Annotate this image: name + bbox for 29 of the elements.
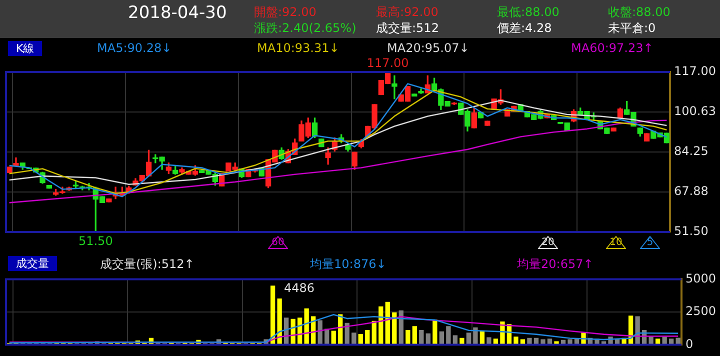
text: MA10:93.31↓ — [257, 41, 340, 56]
text: 價差:4.28 — [497, 21, 552, 36]
y-tick-label: 84.25 — [674, 144, 708, 158]
y-tick-label: 5000 — [685, 271, 716, 286]
y-tick-label: 0 — [685, 336, 694, 351]
y-tick-label: 67.88 — [674, 184, 708, 198]
text: 收盤:88.00 — [608, 5, 670, 20]
annotation: 4486 — [284, 281, 315, 296]
text: 最低:88.00 — [497, 5, 560, 20]
text: 2018-04-30 — [128, 3, 227, 23]
text: MA5:90.28↓ — [97, 41, 172, 56]
text: 成交量(張):512↑ — [100, 257, 194, 272]
text: MA20:95.07↓ — [387, 41, 470, 56]
y-tick-label: 100.63 — [674, 104, 716, 118]
annotation: 117.00 — [366, 56, 409, 70]
annotation: 51.50 — [78, 234, 113, 248]
text: MA60:97.23↑ — [571, 41, 654, 56]
text: 最高:92.00 — [376, 5, 438, 20]
y-tick-label: 117.00 — [674, 64, 716, 78]
text: K線 — [8, 41, 42, 56]
text: 均量10:876↓ — [310, 257, 386, 272]
text: 漲跌:2.40(2.65%) — [254, 21, 356, 36]
text: 成交量 — [8, 256, 57, 271]
text: 均量20:657↑ — [517, 257, 594, 272]
text: 開盤:92.00 — [254, 5, 316, 20]
text: 成交量:512 — [376, 21, 439, 36]
y-tick-label: 51.50 — [674, 224, 708, 238]
y-tick-label: 2500 — [685, 304, 716, 318]
text: 未平倉:0 — [608, 21, 656, 36]
